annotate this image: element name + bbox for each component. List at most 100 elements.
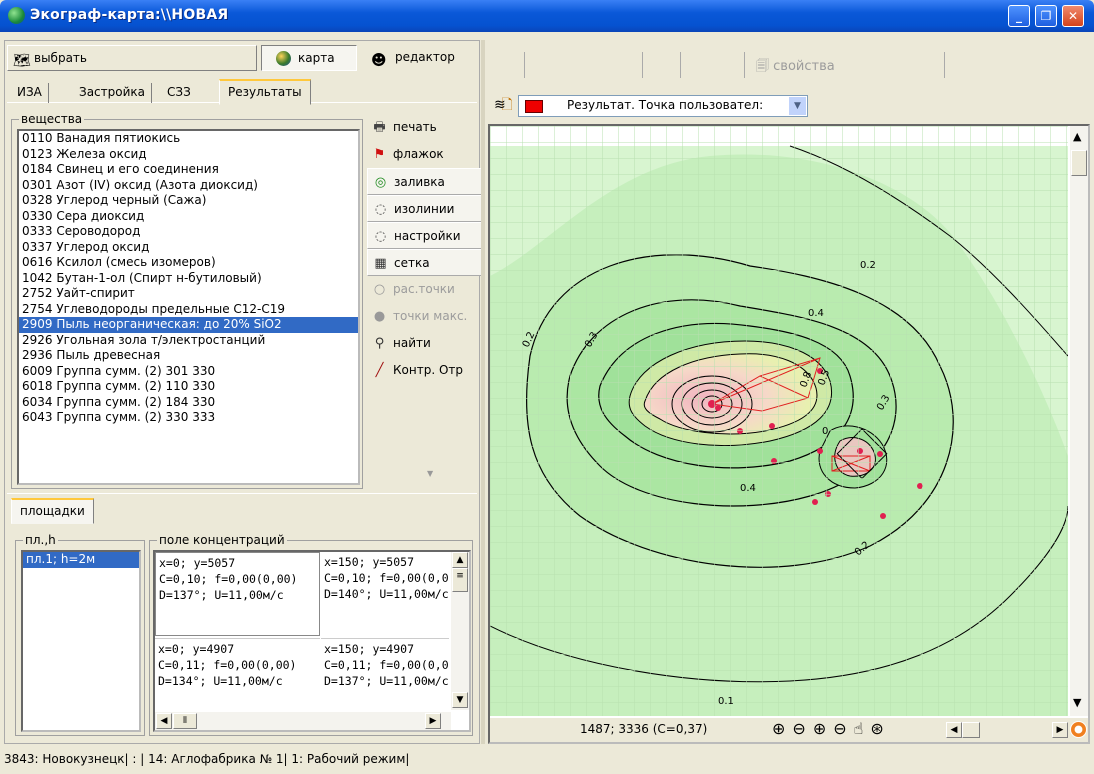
substance-item[interactable]: 2909 Пыль неорганическая: до 20% SiO2 [19,317,358,333]
substance-item[interactable]: 0123 Железа оксид [22,146,147,161]
substance-item[interactable]: 6034 Группа сумм. (2) 184 330 [22,394,216,409]
maximize-button[interactable]: ❐ [1035,5,1057,27]
substance-item[interactable]: 0333 Сероводород [22,224,141,238]
side-button-settings[interactable]: ◌ настройки [367,222,482,249]
side-button-find[interactable]: ⚲ найти [367,330,482,357]
select-button[interactable]: 🗺 выбрать [7,45,257,71]
side-button-printer[interactable]: 🖶 печать [367,114,482,141]
substance-item[interactable]: 0301 Азот (IV) оксид (Азота диоксид) [22,177,258,192]
layer-select[interactable]: Результат. Точка пользовател: ▼ [518,95,808,117]
sites-list[interactable]: пл.1; h=2м [21,550,141,732]
side-button-grid[interactable]: ▦ сетка [367,249,482,276]
left-panel: 🗺 выбрать карта ☻ редактор ИЗА Застройка… [4,40,482,744]
splitter[interactable] [481,40,485,744]
substance-item[interactable]: 0110 Ванадия пятиокись [22,131,181,145]
scroll-thumb[interactable]: ≡ [452,568,468,592]
close-button[interactable]: ✕ [1062,5,1084,27]
new-doc-icon[interactable]: 🗋 [501,97,513,113]
conc-c: С=0,10; f=0,00(0,00) [159,572,298,586]
max-points-icon: ● [373,309,386,324]
substance-item[interactable]: 0330 Сера диоксид [22,208,145,223]
scroll-right-icon[interactable]: ▶ [425,713,441,729]
site-item[interactable]: пл.1; h=2м [23,552,139,568]
zoom-all-icon[interactable]: ⊕ [772,719,793,738]
tab-buildings[interactable]: Застройка [73,83,152,103]
dropdown-arrow-icon[interactable]: ▼ [789,97,806,115]
substance-item[interactable]: 2752 Уайт-спирит [22,286,135,300]
conc-d: D=137°; U=11,00м/с [159,588,284,602]
scroll-down-arrow[interactable]: ▼ [427,469,434,478]
side-button-label: настройки [394,229,461,243]
conc-hscroll[interactable]: ◀ ⦀ ▶ [155,712,451,730]
side-button-max-points[interactable]: ● точки макс. [367,303,482,330]
scroll-up-icon[interactable]: ▲ [452,552,468,568]
conc-xy: x=0; y=5057 [159,556,236,570]
scroll-thumb[interactable]: ⦀ [173,713,197,729]
map-canvas[interactable]: 0.2 0.2 0.3 0.4 0.5 0.4 0.3 0.2 0.1 0 0.… [490,126,1068,716]
side-button-calc-points[interactable]: ○ рас.точки [367,276,482,303]
side-button-isolines[interactable]: ◌ изолинии [367,195,482,222]
sites-group [15,540,145,736]
conc-xy: x=150; y=5057 [324,555,415,569]
side-button-flag[interactable]: ⚑ флажок [367,141,482,168]
lower-area: площадки пл.,h пл.1; h=2м поле концентра… [7,493,477,743]
substance-item[interactable]: 0337 Углерод оксид [22,239,150,254]
tab-sites[interactable]: площадки [11,498,94,524]
properties-label: свойства [773,59,835,74]
app-icon [8,7,25,24]
pan-icon[interactable]: ☝ [853,719,871,738]
substance-item[interactable]: 2926 Угольная зола т/электростанций [22,332,266,347]
editor-button[interactable]: ☻ редактор [361,45,475,71]
refresh-icon[interactable]: ⊛ [870,719,891,738]
concentration-group [149,540,473,736]
substance-item[interactable]: 6009 Группа сумм. (2) 301 330 [22,363,216,378]
concentration-grid[interactable]: x=0; y=5057 С=0,10; f=0,00(0,00) D=137°;… [153,550,471,732]
scroll-left-icon[interactable]: ◀ [156,713,172,729]
scroll-up-icon[interactable]: ▲ [1073,130,1082,143]
conc-c: С=0,11; f=0,00(0,00) [324,658,449,672]
conc-cell[interactable]: x=150; y=5057 С=0,10; f=0,00(0,00) D=140… [321,552,449,636]
side-button-fill[interactable]: ◎ заливка [367,168,482,195]
zoom-out-icon[interactable]: ⊖ [833,719,854,738]
substance-item[interactable]: 2754 Углеводороды предельные С12-С19 [22,301,286,316]
scroll-left-icon[interactable]: ◀ [946,722,962,738]
map-button[interactable]: карта [261,45,357,71]
substance-item[interactable]: 0616 Ксилол (смесь изомеров) [22,255,216,269]
scroll-right-icon[interactable]: ▶ [1052,722,1068,738]
substance-item[interactable]: 1042 Бутан-1-ол (Спирт н-бутиловый) [22,270,262,285]
scroll-thumb[interactable] [962,722,980,738]
zoom-window-icon[interactable]: ⊖ [792,719,813,738]
substance-item[interactable]: 0328 Углерод черный (Сажа) [22,193,207,207]
status-bar: 3843: Новокузнецк| : | 14: Аглофабрика №… [4,752,410,766]
conc-cell[interactable]: x=150; y=4907 С=0,11; f=0,00(0,00) D=137… [321,638,449,710]
minimize-button[interactable]: _ [1008,5,1030,27]
scroll-thumb[interactable] [1071,150,1087,176]
select-icon: 🗺 [13,53,31,69]
substances-list[interactable]: 0110 Ванадия пятиокись 0123 Железа оксид 0… [17,129,360,485]
substance-item[interactable]: 6018 Группа сумм. (2) 110 330 [22,379,216,393]
properties-button[interactable]: 🗐 свойства [756,57,835,79]
layers-icon[interactable]: ≋ [494,97,506,113]
scroll-down-icon[interactable]: ▼ [1073,696,1082,709]
isoline-label: 0.4 [740,483,756,494]
isolines-icon: ◌ [374,202,387,217]
tab-szz[interactable]: СЗЗ [167,85,191,99]
conc-cell[interactable]: x=0; y=4907 С=0,11; f=0,00(0,00) D=134°;… [155,638,320,710]
tab-iza[interactable]: ИЗА [11,83,49,103]
target-icon[interactable] [1070,721,1087,738]
side-button-segment[interactable]: ╱ Контр. Отр [367,357,482,384]
substance-item[interactable]: 0184 Свинец и его соединения [22,162,219,176]
tab-results[interactable]: Результаты [219,79,311,105]
side-button-label: заливка [394,175,445,189]
substance-item[interactable]: 6043 Группа сумм. (2) 330 333 [22,410,216,424]
scroll-down-icon[interactable]: ▼ [452,692,468,708]
editor-icon: ☻ [371,51,387,69]
conc-vscroll[interactable]: ▲ ≡ ▼ [451,552,469,710]
zoom-in-icon[interactable]: ⊕ [812,719,834,738]
grid-icon: ▦ [374,256,387,271]
map-vscroll[interactable]: ▲ ▼ [1070,126,1088,716]
conc-cell[interactable]: x=0; y=5057 С=0,10; f=0,00(0,00) D=137°;… [155,552,320,636]
substance-item[interactable]: 2936 Пыль древесная [22,348,161,362]
conc-c: С=0,10; f=0,00(0,00) [324,571,449,585]
concentration-label: поле концентраций [157,533,287,547]
